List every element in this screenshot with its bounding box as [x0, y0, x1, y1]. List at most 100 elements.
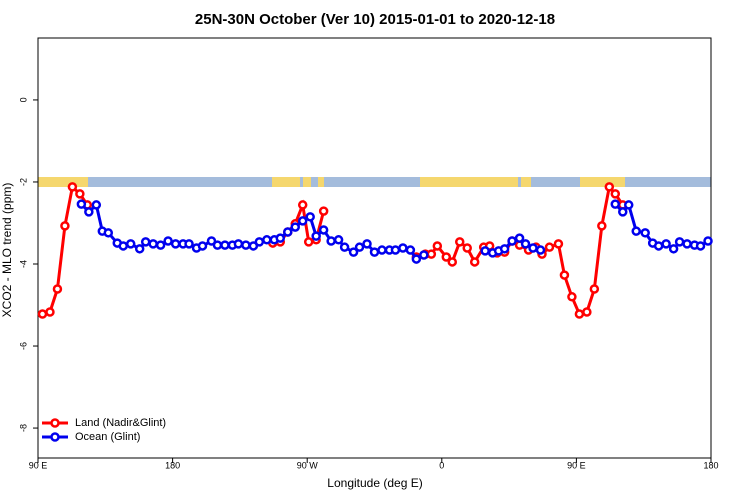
point — [290, 222, 300, 232]
point — [653, 241, 664, 251]
point — [369, 247, 380, 257]
point — [91, 200, 102, 210]
x-axis-label: Longitude (deg E) — [327, 476, 422, 490]
point — [589, 284, 600, 294]
point — [248, 241, 259, 251]
legend-label: Land (Nadir&Glint) — [75, 417, 166, 429]
point — [426, 249, 437, 259]
point — [125, 239, 136, 249]
point — [220, 240, 230, 250]
point — [318, 225, 329, 235]
point — [462, 243, 472, 253]
point — [163, 236, 173, 246]
point — [610, 189, 621, 199]
point — [103, 228, 114, 238]
point — [297, 200, 308, 210]
point — [262, 235, 272, 245]
point — [544, 242, 555, 252]
point — [480, 246, 490, 256]
point — [318, 206, 329, 216]
point — [339, 242, 350, 252]
point — [148, 239, 158, 249]
point — [140, 237, 151, 247]
point — [76, 199, 87, 209]
point — [582, 307, 592, 317]
point — [212, 240, 223, 250]
legend-label: Ocean (Glint) — [75, 431, 140, 443]
point — [703, 236, 713, 246]
point — [520, 239, 531, 249]
point — [197, 241, 208, 251]
point — [398, 243, 408, 253]
point — [574, 309, 585, 319]
point — [75, 189, 85, 199]
point — [155, 240, 166, 250]
point — [283, 227, 293, 237]
point — [454, 237, 465, 247]
x-tick-label: 180 — [165, 460, 180, 470]
point — [553, 239, 564, 249]
point — [668, 244, 679, 254]
point — [514, 233, 525, 243]
point — [618, 207, 628, 217]
point — [45, 307, 55, 317]
point — [305, 212, 315, 222]
point — [674, 237, 685, 247]
point — [469, 257, 480, 267]
point — [67, 182, 78, 192]
point — [695, 241, 706, 251]
point — [303, 237, 314, 247]
point — [528, 243, 538, 253]
point — [377, 245, 387, 255]
plot-frame — [37, 37, 712, 459]
point — [354, 242, 365, 252]
point — [134, 244, 145, 254]
point — [333, 235, 344, 245]
point — [170, 239, 181, 249]
x-tick-label: 90 W — [297, 460, 319, 470]
legend-marker — [50, 432, 60, 442]
point — [297, 216, 308, 226]
point — [640, 228, 650, 238]
point — [623, 200, 634, 210]
point — [84, 207, 94, 217]
legend-marker — [50, 418, 60, 428]
point — [184, 239, 194, 249]
point — [567, 292, 577, 302]
legend: Land (Nadir&Glint) Ocean (Glint) — [42, 417, 166, 443]
point — [411, 254, 422, 264]
point — [661, 239, 671, 249]
point — [362, 239, 372, 249]
point — [447, 257, 458, 267]
y-tick-label: -6 — [18, 342, 28, 350]
point — [682, 239, 692, 249]
point — [441, 252, 452, 262]
point — [390, 245, 401, 255]
point — [535, 245, 546, 255]
chart-title: 25N-30N October (Ver 10) 2015-01-01 to 2… — [195, 11, 555, 28]
point — [419, 250, 429, 260]
x-tick-label: 90 E — [29, 460, 48, 470]
point — [507, 236, 517, 246]
land-mask-strip — [38, 177, 711, 187]
y-tick-label: -2 — [18, 178, 28, 186]
y-tick-label: 0 — [18, 97, 28, 102]
point — [326, 236, 336, 246]
point — [348, 247, 359, 257]
point — [610, 199, 621, 209]
point — [60, 221, 70, 231]
point — [559, 270, 570, 280]
point — [206, 236, 217, 246]
x-tick-label: 90 E — [567, 460, 586, 470]
y-tick-label: -4 — [18, 260, 28, 268]
point — [241, 240, 251, 250]
y-axis-label: XCO2 - MLO trend (ppm) — [0, 183, 14, 318]
point — [499, 244, 510, 254]
x-tick-label: 0 — [439, 460, 444, 470]
point — [275, 233, 286, 243]
point — [233, 239, 244, 249]
point — [405, 245, 416, 255]
point — [432, 241, 443, 251]
point — [597, 221, 607, 231]
point — [631, 226, 641, 236]
